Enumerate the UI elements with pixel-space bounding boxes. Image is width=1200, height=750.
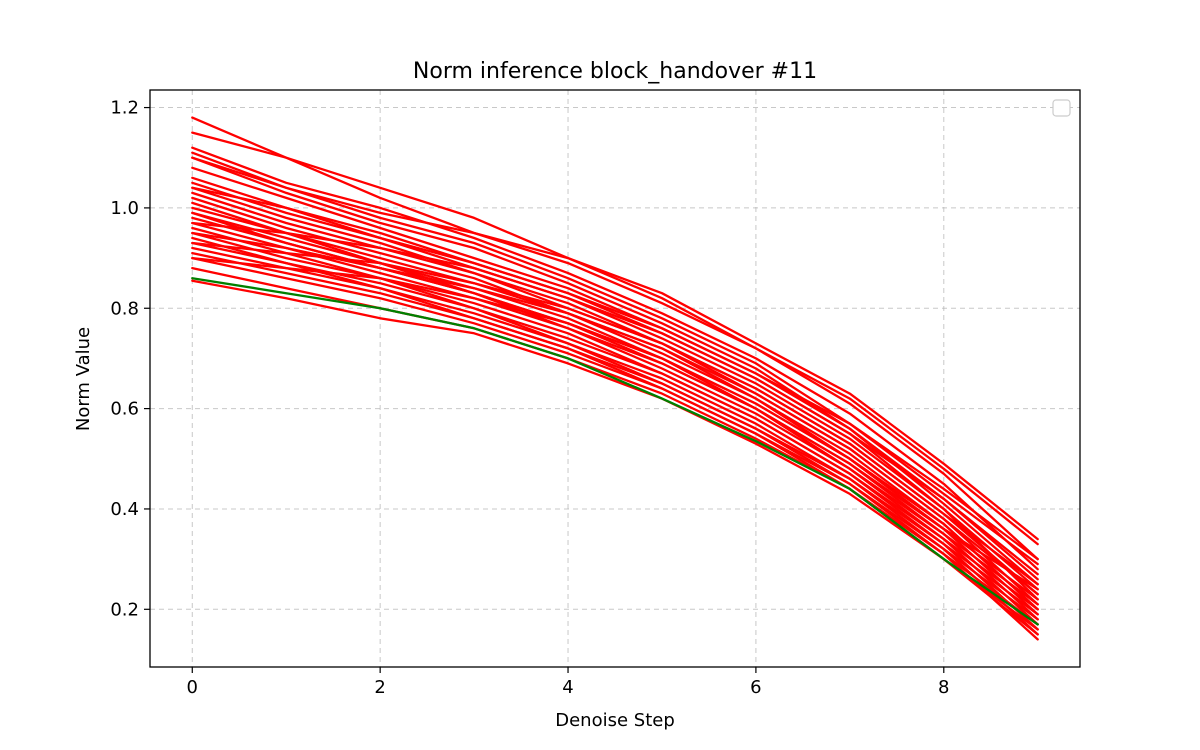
x-tick-label: 8 (938, 677, 949, 698)
axis-ticks: 0 2 4 6 8 0.2 0.4 0.6 0.8 1.0 1.2 (110, 98, 949, 698)
series-line-red (191, 156, 1039, 546)
series-line-red (191, 156, 1039, 581)
series-line-red (191, 116, 1039, 541)
series-line-red (191, 151, 1039, 566)
y-tick-label: 0.2 (110, 599, 139, 620)
y-tick-label: 1.0 (110, 198, 139, 219)
chart-title: Norm inference block_handover #11 (413, 59, 817, 84)
series-line-red (191, 181, 1039, 601)
series-line-red (191, 246, 1039, 636)
series-line-red (191, 211, 1039, 591)
series-line-red (191, 256, 1039, 641)
legend-box[interactable] (1052, 99, 1071, 117)
series-line-red (191, 231, 1039, 616)
x-tick-label: 6 (750, 677, 761, 698)
series-line-red (191, 221, 1039, 611)
series-line-red (191, 231, 1039, 596)
y-tick-label: 0.4 (110, 499, 139, 520)
y-tick-label: 0.8 (110, 298, 139, 319)
x-tick-label: 0 (187, 677, 198, 698)
series-line-red (191, 279, 1039, 636)
series-lines (191, 116, 1039, 641)
series-line-red (191, 226, 1039, 626)
series-line-red (191, 251, 1039, 626)
plot-frame (149, 89, 1081, 668)
series-line-red (191, 206, 1039, 616)
y-axis-label: Norm Value (73, 327, 94, 431)
y-tick-label: 1.2 (110, 98, 139, 119)
y-tick-label: 0.6 (110, 399, 139, 420)
series-line-red (191, 221, 1039, 576)
series-line-red (191, 146, 1039, 571)
series-line-red (191, 186, 1039, 561)
series-line-green (191, 277, 1039, 626)
x-tick-label: 2 (374, 677, 385, 698)
series-line-red (191, 241, 1039, 621)
x-tick-label: 4 (562, 677, 573, 698)
x-axis-label: Denoise Step (555, 710, 675, 731)
series-line-red (191, 176, 1039, 591)
series-line-red (191, 211, 1039, 606)
series-line-red (191, 131, 1039, 561)
